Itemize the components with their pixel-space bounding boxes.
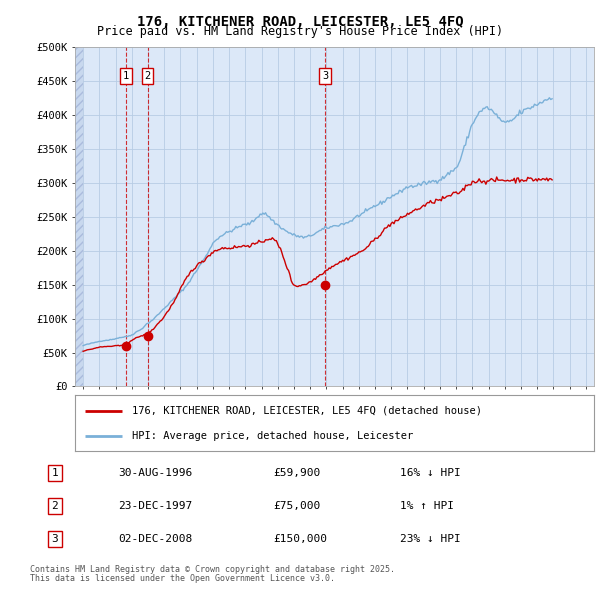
Text: 1% ↑ HPI: 1% ↑ HPI	[400, 501, 454, 511]
Text: HPI: Average price, detached house, Leicester: HPI: Average price, detached house, Leic…	[132, 431, 413, 441]
Text: 02-DEC-2008: 02-DEC-2008	[118, 534, 193, 544]
Text: 1: 1	[123, 71, 129, 81]
Text: 2: 2	[52, 501, 58, 511]
Text: This data is licensed under the Open Government Licence v3.0.: This data is licensed under the Open Gov…	[30, 574, 335, 583]
Text: 16% ↓ HPI: 16% ↓ HPI	[400, 468, 461, 478]
Text: Contains HM Land Registry data © Crown copyright and database right 2025.: Contains HM Land Registry data © Crown c…	[30, 565, 395, 574]
Text: 3: 3	[52, 534, 58, 544]
Text: 3: 3	[322, 71, 328, 81]
Text: 176, KITCHENER ROAD, LEICESTER, LE5 4FQ (detached house): 176, KITCHENER ROAD, LEICESTER, LE5 4FQ …	[132, 406, 482, 416]
Text: 23-DEC-1997: 23-DEC-1997	[118, 501, 193, 511]
Text: £59,900: £59,900	[273, 468, 320, 478]
Text: Price paid vs. HM Land Registry's House Price Index (HPI): Price paid vs. HM Land Registry's House …	[97, 25, 503, 38]
Bar	[75, 47, 83, 386]
Text: 2: 2	[145, 71, 151, 81]
Text: 23% ↓ HPI: 23% ↓ HPI	[400, 534, 461, 544]
Text: £150,000: £150,000	[273, 534, 327, 544]
Text: 30-AUG-1996: 30-AUG-1996	[118, 468, 193, 478]
Text: 176, KITCHENER ROAD, LEICESTER, LE5 4FQ: 176, KITCHENER ROAD, LEICESTER, LE5 4FQ	[137, 15, 463, 29]
Text: 1: 1	[52, 468, 58, 478]
Text: £75,000: £75,000	[273, 501, 320, 511]
